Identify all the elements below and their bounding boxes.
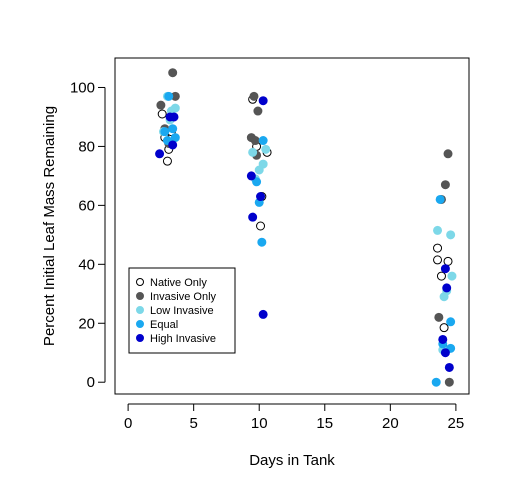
x-tick-label: 25	[448, 415, 465, 432]
data-point-high-invasive	[246, 171, 256, 181]
x-tick-label: 5	[189, 415, 197, 432]
data-point-equal	[252, 177, 262, 187]
data-point-high-invasive	[442, 283, 452, 293]
data-point-high-invasive	[258, 96, 268, 106]
data-point-low-invasive	[446, 230, 456, 240]
data-point-native-only	[157, 109, 167, 119]
data-point-native-only	[443, 256, 453, 266]
y-tick-label: 0	[87, 374, 95, 391]
data-point-high-invasive	[440, 348, 450, 358]
legend-label-invasive-only: Invasive Only	[150, 291, 217, 303]
data-point-equal	[435, 194, 445, 204]
data-point-equal	[168, 124, 178, 134]
data-point-equal	[258, 136, 268, 146]
legend-marker-equal	[136, 320, 144, 328]
legend-label-low-invasive: Low Invasive	[150, 305, 214, 317]
data-point-equal	[446, 317, 456, 327]
data-point-high-invasive	[155, 149, 165, 159]
data-point-high-invasive	[256, 192, 266, 202]
data-point-invasive-only	[434, 312, 444, 322]
data-point-native-only	[439, 323, 449, 333]
x-axis: 0 5 10 15 20 25	[124, 403, 465, 432]
data-point-low-invasive	[258, 159, 268, 169]
data-point-high-invasive	[248, 212, 258, 222]
data-point-high-invasive	[258, 309, 268, 319]
legend-marker-high-invasive	[136, 334, 144, 342]
data-point-high-invasive	[438, 334, 448, 344]
y-tick-label: 80	[78, 138, 95, 155]
data-point-invasive-only	[250, 136, 260, 146]
y-tick-label: 60	[78, 197, 95, 214]
legend-marker-native-only	[136, 278, 144, 286]
x-tick-label: 10	[251, 415, 268, 432]
data-point-native-only	[162, 156, 172, 166]
legend-label-equal: Equal	[150, 319, 178, 331]
x-axis-title: Days in Tank	[249, 452, 335, 469]
data-point-invasive-only	[440, 180, 450, 190]
data-point-equal	[170, 133, 180, 143]
legend-label-high-invasive: High Invasive	[150, 333, 216, 345]
data-point-high-invasive	[169, 112, 179, 122]
data-point-native-only	[256, 221, 266, 231]
legend-label-native-only: Native Only	[150, 277, 207, 289]
data-point-low-invasive	[261, 144, 271, 154]
data-point-low-invasive	[170, 103, 180, 113]
data-point-invasive-only	[253, 106, 263, 116]
data-point-high-invasive	[168, 140, 178, 150]
data-point-native-only	[436, 271, 446, 281]
y-tick-label: 40	[78, 256, 95, 273]
x-tick-label: 20	[382, 415, 399, 432]
data-point-invasive-only	[249, 91, 259, 101]
data-point-native-only	[433, 243, 443, 253]
legend-box	[128, 267, 236, 354]
x-tick-label: 0	[124, 415, 132, 432]
x-tick-label: 15	[316, 415, 333, 432]
y-axis: 0 20 40 60 80 100	[70, 79, 106, 391]
data-point-high-invasive	[440, 264, 450, 274]
data-point-invasive-only	[444, 377, 454, 387]
data-point-invasive-only	[156, 100, 166, 110]
data-point-invasive-only	[443, 149, 453, 159]
data-point-invasive-only	[168, 68, 178, 78]
legend-marker-low-invasive	[136, 306, 144, 314]
legend: Native Only Invasive Only Low Invasive Equa…	[128, 267, 236, 354]
data-point-low-invasive	[447, 271, 457, 281]
y-axis-title: Percent Initial Leaf Mass Remaining	[41, 106, 58, 346]
data-point-equal	[160, 127, 170, 137]
data-point-equal	[431, 377, 441, 387]
y-tick-label: 20	[78, 315, 95, 332]
data-point-high-invasive	[444, 362, 454, 372]
data-points	[155, 68, 457, 387]
data-point-native-only	[433, 255, 443, 265]
legend-marker-invasive-only	[136, 292, 144, 300]
y-tick-label: 100	[70, 79, 95, 96]
plot-frame	[114, 57, 470, 395]
data-point-equal	[257, 237, 267, 247]
data-point-low-invasive	[248, 147, 258, 157]
data-point-equal	[164, 91, 174, 101]
data-point-low-invasive	[433, 225, 443, 235]
